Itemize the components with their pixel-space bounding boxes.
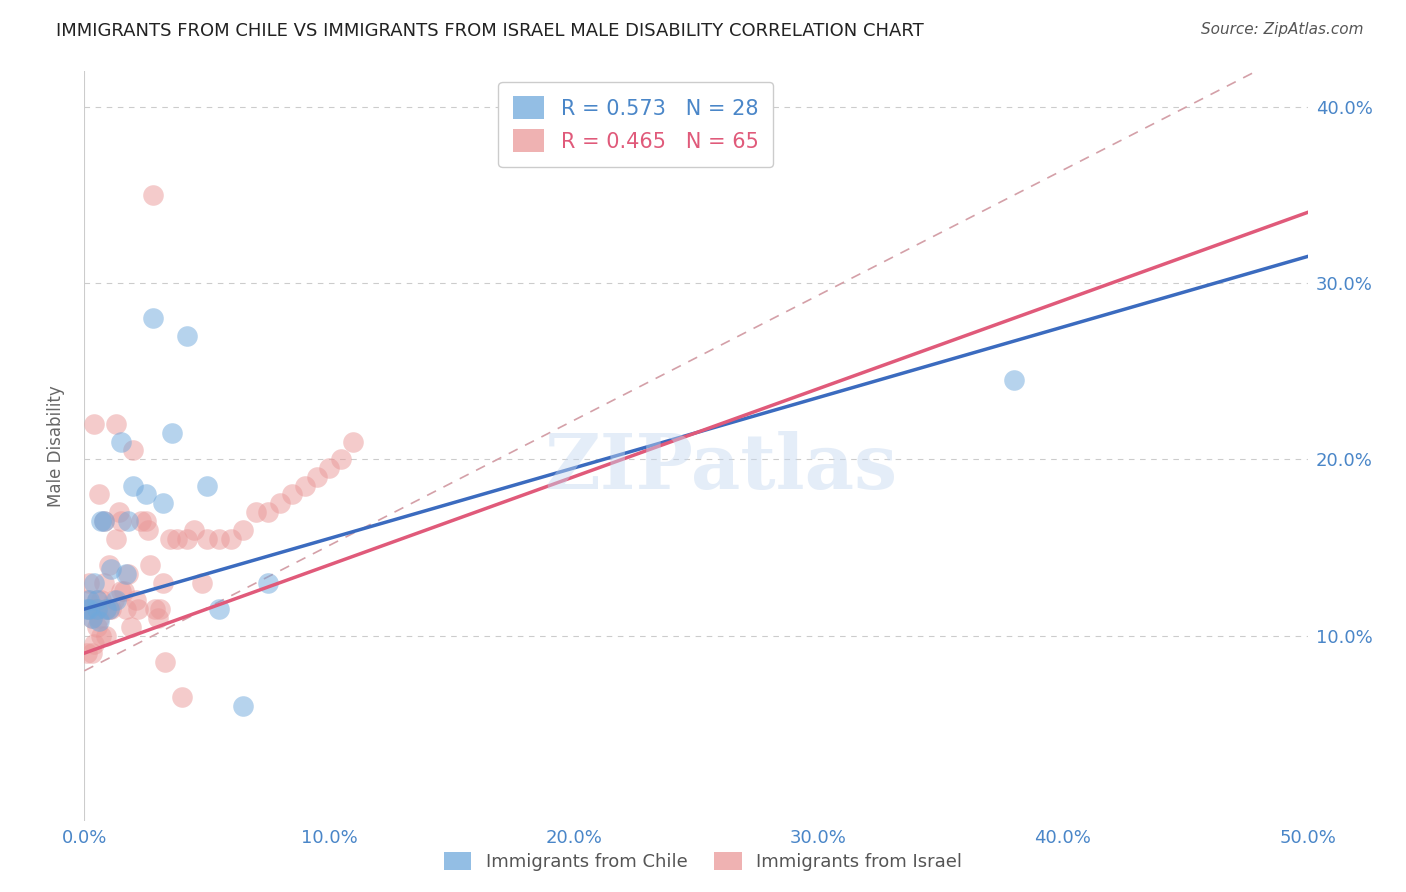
Point [208, 532, 231, 546]
Point [80, 611, 103, 625]
Point [105, 417, 128, 431]
Point [232, 523, 254, 537]
Point [195, 478, 218, 492]
Point [127, 602, 149, 616]
Point [100, 602, 122, 616]
Point [159, 532, 181, 546]
Point [76, 646, 98, 660]
Point [86, 593, 108, 607]
Point [83, 417, 105, 431]
Point [135, 487, 157, 501]
Point [342, 434, 364, 449]
Point [195, 532, 218, 546]
Point [93, 514, 115, 528]
Point [107, 505, 129, 519]
Point [219, 532, 242, 546]
Point [97, 602, 120, 616]
Point [125, 593, 148, 607]
Point [208, 602, 231, 616]
Point [269, 496, 291, 510]
Point [110, 584, 132, 599]
Point [87, 487, 110, 501]
Point [87, 611, 110, 625]
Point [136, 523, 159, 537]
Point [139, 558, 162, 572]
Point [318, 461, 340, 475]
Point [142, 187, 165, 202]
Point [110, 434, 132, 449]
Point [103, 593, 125, 607]
Point [110, 514, 132, 528]
Point [1002, 373, 1025, 387]
Point [152, 575, 174, 590]
Point [105, 593, 128, 607]
Point [90, 593, 112, 607]
Point [305, 470, 328, 484]
Point [143, 602, 166, 616]
Point [166, 532, 188, 546]
Point [232, 699, 254, 714]
Point [117, 514, 139, 528]
Point [120, 620, 142, 634]
Point [112, 584, 135, 599]
Point [77, 593, 100, 607]
Point [97, 602, 120, 616]
Point [96, 628, 118, 642]
Point [153, 655, 176, 669]
Point [257, 505, 280, 519]
Point [176, 328, 198, 343]
Point [93, 514, 115, 528]
Point [146, 611, 169, 625]
Point [191, 575, 214, 590]
Point [86, 602, 108, 616]
Point [86, 602, 108, 616]
Text: IMMIGRANTS FROM CHILE VS IMMIGRANTS FROM ISRAEL MALE DISABILITY CORRELATION CHAR: IMMIGRANTS FROM CHILE VS IMMIGRANTS FROM… [56, 22, 924, 40]
Point [162, 425, 184, 440]
Point [183, 523, 205, 537]
Point [135, 514, 157, 528]
Point [83, 637, 105, 651]
Point [96, 602, 118, 616]
Point [257, 575, 280, 590]
Point [97, 558, 120, 572]
Point [96, 602, 118, 616]
Point [90, 514, 112, 528]
Point [80, 611, 103, 625]
Point [142, 311, 165, 326]
Point [77, 575, 100, 590]
Point [245, 505, 267, 519]
Point [294, 478, 316, 492]
Point [281, 487, 304, 501]
Point [80, 602, 103, 616]
Legend: R = 0.573   N = 28, R = 0.465   N = 65: R = 0.573 N = 28, R = 0.465 N = 65 [499, 82, 773, 167]
Point [76, 593, 98, 607]
Point [76, 602, 98, 616]
Point [77, 602, 100, 616]
Point [176, 532, 198, 546]
Legend: Immigrants from Chile, Immigrants from Israel: Immigrants from Chile, Immigrants from I… [437, 845, 969, 879]
Point [80, 646, 103, 660]
Point [152, 496, 174, 510]
Point [149, 602, 172, 616]
Point [330, 452, 353, 467]
Point [90, 628, 112, 642]
Point [86, 593, 108, 607]
Point [86, 620, 108, 634]
Text: ZIPatlas: ZIPatlas [544, 432, 897, 506]
Point [87, 615, 110, 629]
Point [115, 602, 138, 616]
Point [93, 575, 115, 590]
Point [77, 602, 100, 616]
Point [117, 566, 139, 581]
Point [172, 690, 194, 705]
Point [129, 514, 152, 528]
Point [105, 532, 128, 546]
Point [100, 561, 122, 575]
Text: Source: ZipAtlas.com: Source: ZipAtlas.com [1201, 22, 1364, 37]
Point [122, 478, 145, 492]
Y-axis label: Male Disability: Male Disability [46, 385, 65, 507]
Point [83, 575, 105, 590]
Point [115, 566, 138, 581]
Point [122, 443, 145, 458]
